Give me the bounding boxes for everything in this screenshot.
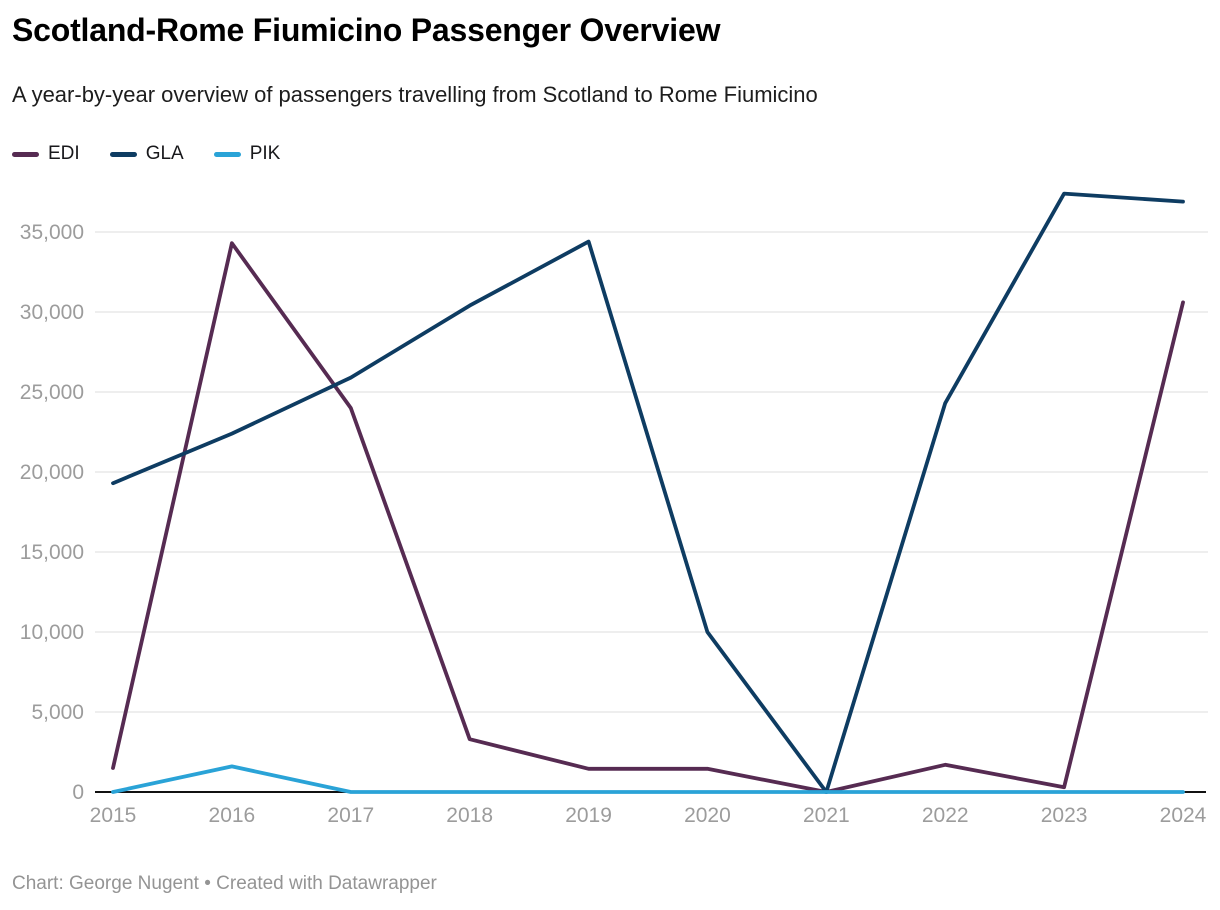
y-tick-label: 5,000 bbox=[31, 701, 84, 724]
series-line-edi bbox=[111, 241, 1185, 794]
x-tick-label: 2015 bbox=[90, 804, 137, 827]
series-line-gla bbox=[111, 191, 1185, 794]
x-tick-label: 2017 bbox=[327, 804, 374, 827]
legend-item-edi: EDI bbox=[12, 143, 80, 165]
legend-swatch-icon bbox=[109, 151, 137, 157]
legend-swatch-icon bbox=[12, 151, 39, 157]
y-tick-label: 35,000 bbox=[20, 221, 84, 244]
chart-area: 0 5,000 10,000 15,000 20,000 25,000 30,000 35,0… bbox=[0, 185, 1220, 845]
legend-label: GLA bbox=[145, 143, 184, 164]
x-tick-label: 2016 bbox=[209, 804, 256, 827]
x-tick-label: 2019 bbox=[565, 804, 612, 827]
page-subtitle: A year-by-year overview of passengers tr… bbox=[12, 82, 818, 107]
page-title: Scotland-Rome Fiumicino Passenger Overvi… bbox=[12, 12, 721, 48]
legend-label: EDI bbox=[48, 143, 80, 164]
x-tick-label: 2020 bbox=[684, 804, 731, 827]
x-tick-label: 2024 bbox=[1160, 804, 1207, 827]
y-tick-label: 25,000 bbox=[20, 381, 84, 404]
y-tick-label: 20,000 bbox=[20, 461, 84, 484]
x-tick-label: 2022 bbox=[922, 804, 969, 827]
y-tick-label: 0 bbox=[72, 781, 84, 804]
legend: EDI GLA PIK bbox=[12, 143, 280, 165]
x-tick-label: 2023 bbox=[1041, 804, 1088, 827]
legend-swatch-icon bbox=[213, 151, 241, 157]
y-tick-label: 10,000 bbox=[20, 621, 84, 644]
series-line-pik bbox=[111, 764, 1185, 794]
line-chart: 0 5,000 10,000 15,000 20,000 25,000 30,000 35,0… bbox=[20, 191, 1208, 827]
footer-credit: Chart: George Nugent • Created with Data… bbox=[12, 873, 437, 894]
x-tick-label: 2018 bbox=[446, 804, 493, 827]
legend-label: PIK bbox=[249, 143, 281, 164]
legend-item-pik: PIK bbox=[213, 143, 281, 165]
x-tick-label: 2021 bbox=[803, 804, 850, 827]
y-tick-label: 30,000 bbox=[20, 301, 84, 324]
legend-item-gla: GLA bbox=[109, 143, 184, 165]
y-tick-label: 15,000 bbox=[20, 541, 84, 564]
